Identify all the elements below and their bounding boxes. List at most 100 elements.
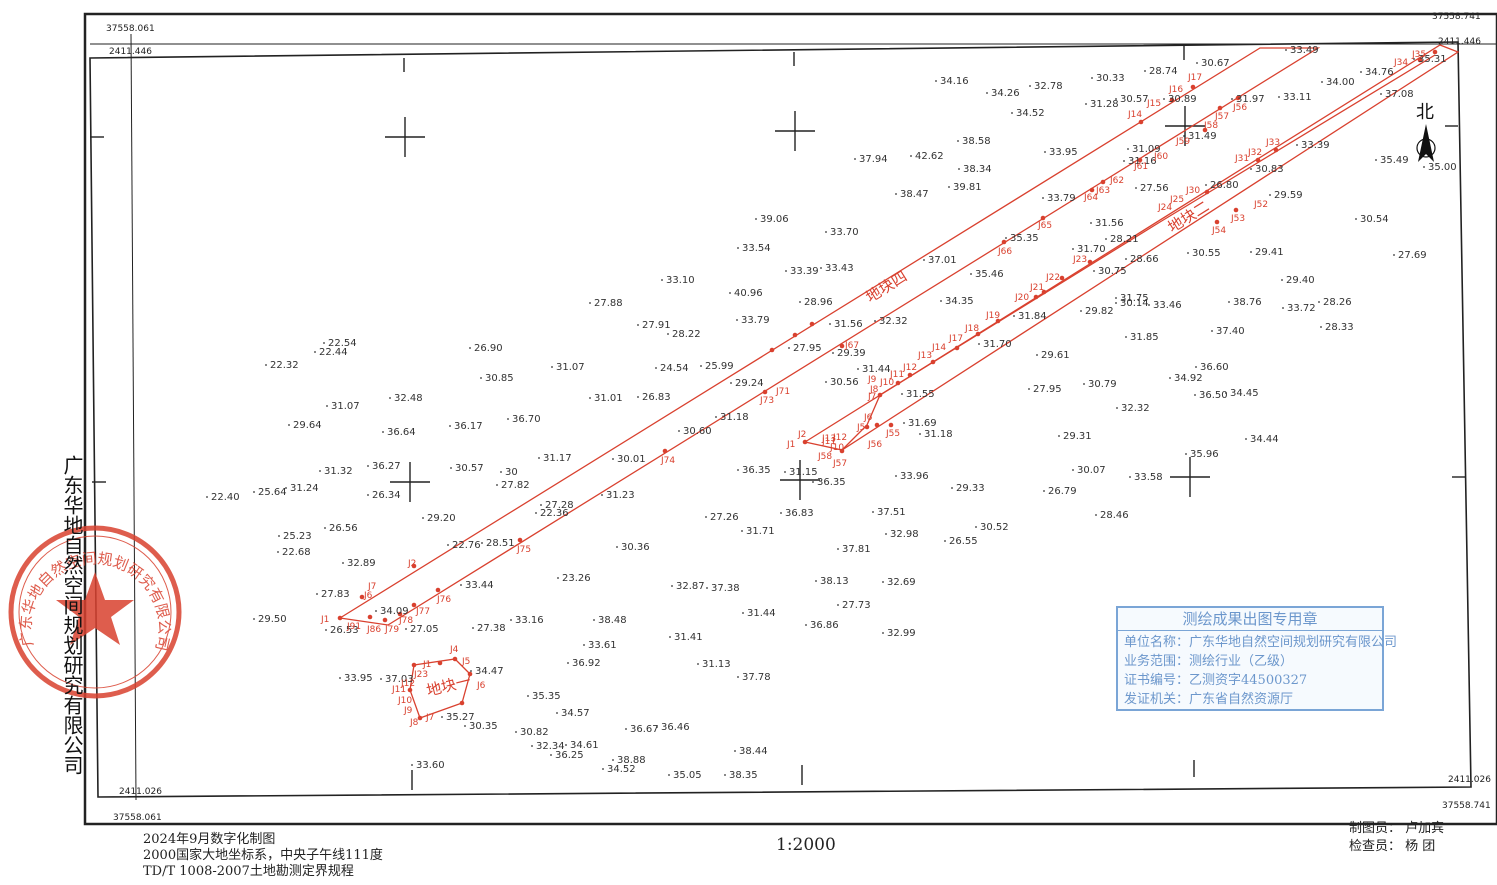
elevation-label: 29.31 <box>1063 431 1092 442</box>
elevation-label: 28.22 <box>672 329 701 340</box>
boundary-point-label: J64 <box>1083 193 1098 203</box>
elevation-point <box>565 744 567 746</box>
elevation-point <box>1355 218 1357 220</box>
elevation-label: 34.16 <box>940 76 969 87</box>
elevation-point <box>957 140 959 142</box>
elevation-label: 22.54 <box>328 338 357 349</box>
elevation-label: 36.46 <box>661 722 690 733</box>
elevation-label: 36.70 <box>512 414 541 425</box>
elevation-point <box>724 774 726 776</box>
elevation-label: 26.56 <box>329 523 358 534</box>
elevation-label: 36.35 <box>742 465 771 476</box>
boundary-point-label: J67 <box>844 341 859 351</box>
boundary-point-label: J14 <box>1127 110 1142 120</box>
elevation-label: 28.21 <box>1110 234 1139 245</box>
elevation-point <box>837 604 839 606</box>
elevation-label: 31.56 <box>834 319 863 330</box>
boundary-point-label: J65 <box>1037 221 1052 231</box>
elevation-point <box>1163 98 1165 100</box>
elevation-point <box>1360 71 1362 73</box>
elevation-label: 26.80 <box>1210 180 1239 191</box>
elevation-point <box>1318 301 1320 303</box>
elevation-label: 30.56 <box>830 377 859 388</box>
elevation-label: 35.35 <box>532 691 561 702</box>
elevation-point <box>1183 135 1185 137</box>
boundary-point-label: J16 <box>1168 85 1183 95</box>
stamp-issuer: 发证机关：广东省自然资源厅 <box>1124 692 1294 707</box>
elevation-point <box>730 382 732 384</box>
elevation-label: 30.14 <box>1120 298 1149 309</box>
boundary-point-label: J79 <box>384 625 399 635</box>
stamp-cert: 证书编号：乙测资字44500327 <box>1124 673 1308 688</box>
elevation-label: 31.44 <box>747 608 776 619</box>
elevation-point <box>1072 469 1074 471</box>
elevation-point <box>422 517 424 519</box>
elevation-point <box>1028 388 1030 390</box>
elevation-label: 28.96 <box>804 297 833 308</box>
boundary-point-label: J91 <box>346 622 361 632</box>
elevation-point <box>755 218 757 220</box>
elevation-label: 34.52 <box>607 764 636 775</box>
elevation-label: 34.35 <box>945 296 974 307</box>
elevation-label: 34.09 <box>380 606 409 617</box>
elevation-label: 30 <box>505 467 518 478</box>
boundary-point-label: J58 <box>817 452 832 462</box>
elevation-label: 28.74 <box>1149 66 1178 77</box>
elevation-label: 33.95 <box>344 673 373 684</box>
elevation-label: 38.48 <box>598 615 627 626</box>
boundary-point-label: J1 <box>320 615 329 625</box>
elevation-point <box>1245 438 1247 440</box>
elevation-label: 22.32 <box>270 360 299 371</box>
boundary-point-label: J20 <box>1014 293 1029 303</box>
boundary-point-label: J75 <box>516 545 531 555</box>
elevation-point <box>825 231 827 233</box>
boundary-point-label: J6 <box>476 681 486 691</box>
elevation-label: 29.64 <box>293 420 322 431</box>
stamp-unit: 单位名称：广东华地自然空间规划研究有限公司 <box>1124 635 1398 650</box>
elevation-label: 31.28 <box>1090 99 1119 110</box>
north-arrow: 北 <box>1416 102 1436 162</box>
elevation-label: 31.84 <box>1018 311 1047 322</box>
elevation-label: 29.39 <box>837 348 866 359</box>
elevation-label: 31.01 <box>594 393 623 404</box>
elevation-point <box>556 712 558 714</box>
elevation-point <box>535 512 537 514</box>
drafter: 制图员： 卢加宾 <box>1349 821 1445 836</box>
elevation-label: 31.55 <box>906 389 935 400</box>
elevation-point <box>323 342 325 344</box>
elevation-point <box>882 581 884 583</box>
elevation-label: 42.62 <box>915 151 944 162</box>
elevation-point <box>656 726 658 728</box>
elevation-point <box>729 292 731 294</box>
elevation-label: 35.31 <box>1418 54 1447 65</box>
elevation-point <box>1250 251 1252 253</box>
elevation-point <box>923 259 925 261</box>
elevation-point <box>480 377 482 379</box>
elevation-point <box>978 343 980 345</box>
boundary-point-label: J57 <box>1214 112 1229 122</box>
elevation-label: 33.43 <box>825 263 854 274</box>
boundary-point-label: J78 <box>398 616 413 626</box>
elevation-point <box>589 302 591 304</box>
elevation-label: 37.81 <box>842 544 871 555</box>
elevation-point <box>1282 307 1284 309</box>
outer-frame <box>83 12 1497 826</box>
elevation-point <box>325 629 327 631</box>
elevation-point <box>583 644 585 646</box>
elevation-label: 31.07 <box>331 401 360 412</box>
elevation-label: 38.76 <box>1233 297 1262 308</box>
boundary-point-label: J57 <box>832 459 847 469</box>
elevation-point <box>1036 354 1038 356</box>
elevation-label: 36.86 <box>810 620 839 631</box>
elevation-point <box>1169 377 1171 379</box>
boundary-point-label: J52 <box>1253 200 1268 210</box>
elevation-point <box>469 347 471 349</box>
elevation-point <box>910 155 912 157</box>
elevation-label: 36.25 <box>555 750 584 761</box>
company-name-vertical: 广东华地自然空间规划研究有限公司 <box>60 455 84 775</box>
elevation-label: 29.59 <box>1274 190 1303 201</box>
elevation-label: 33.11 <box>1283 92 1312 103</box>
elevation-point <box>1135 187 1137 189</box>
elevation-label: 35.46 <box>975 269 1004 280</box>
elevation-point <box>901 393 903 395</box>
